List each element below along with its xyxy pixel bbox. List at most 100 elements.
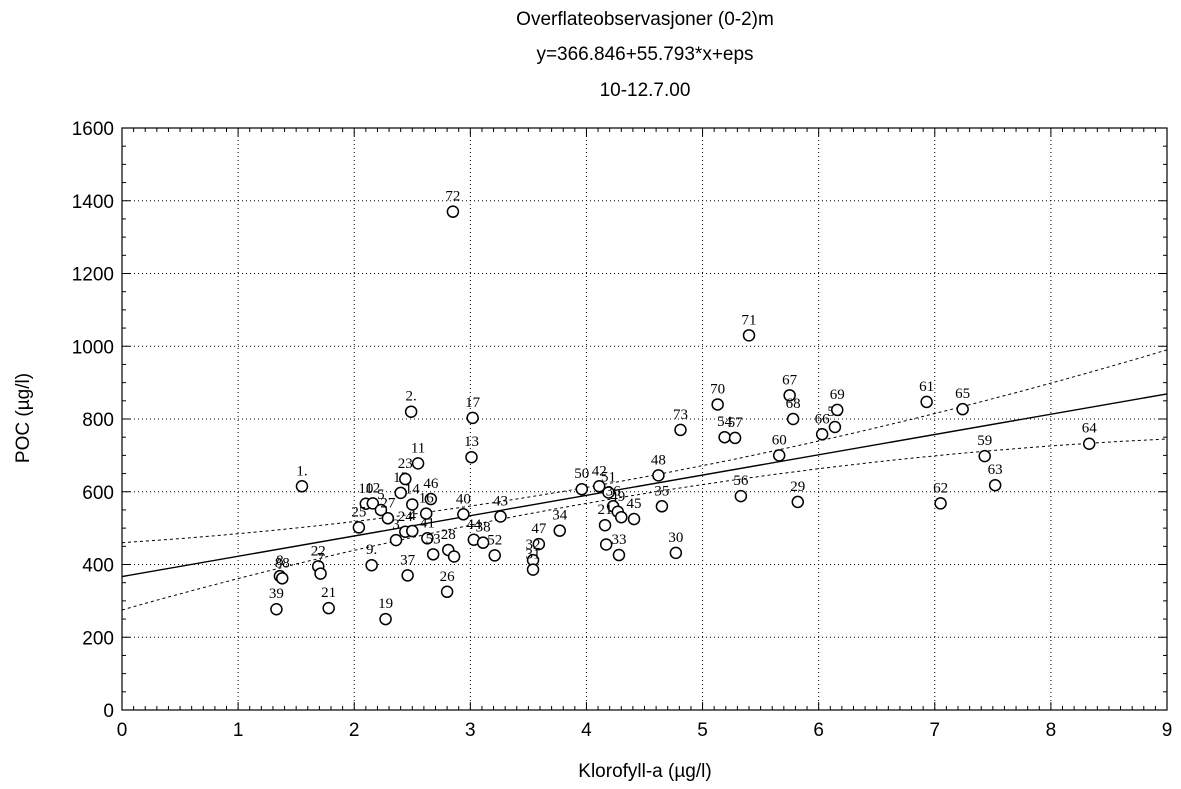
data-point (426, 548, 440, 561)
chart-title-line-3: 10-12.7.00 (600, 80, 691, 101)
data-point-label: 11 (411, 440, 425, 456)
data-point-label: 33 (611, 532, 626, 548)
x-axis-label: Klorofyll-a (µg/l) (578, 761, 711, 782)
data-point (424, 492, 438, 506)
data-point (598, 518, 612, 532)
data-point (406, 498, 419, 511)
data-point-label: 30 (668, 530, 683, 546)
data-point-label: 19 (378, 596, 393, 612)
data-point (655, 500, 669, 513)
data-point (322, 601, 335, 615)
x-tick-label: 5 (697, 720, 708, 741)
data-point-label: 46 (423, 476, 439, 492)
y-tick-label: 0 (103, 701, 114, 722)
y-axis-label: POC (µg/l) (13, 373, 34, 463)
data-point-label: 69 (830, 387, 845, 403)
data-point-label: 14 (405, 481, 421, 497)
data-point-label: 41 (420, 515, 435, 531)
data-point-label: 47 (531, 521, 547, 537)
x-tick-label: 8 (1046, 720, 1057, 741)
data-point-label: 66 (815, 411, 831, 427)
data-point-label: 40 (456, 491, 471, 507)
data-point (447, 550, 461, 563)
data-point (399, 472, 412, 486)
data-point-label: 50 (574, 466, 589, 482)
data-point (494, 510, 507, 523)
data-point (457, 508, 470, 521)
data-point-label: 29 (790, 479, 805, 495)
data-point-label: 12 (365, 480, 380, 496)
x-tick-label: 6 (813, 720, 824, 741)
data-point-label: 28 (441, 527, 456, 543)
data-point (602, 486, 615, 499)
chart-title-line-2: y=366.846+55.793*x+eps (536, 44, 753, 65)
y-tick-label: 1600 (72, 119, 114, 140)
data-point-label: 44 (466, 517, 482, 533)
data-point (934, 497, 947, 510)
data-point-label: 25 (351, 504, 366, 520)
data-point-label: 17 (465, 395, 481, 411)
data-point-label: 27 (380, 495, 396, 511)
data-point (734, 489, 748, 503)
x-tick-label: 0 (117, 720, 128, 741)
y-tick-label: 1200 (72, 265, 114, 286)
data-point (956, 402, 969, 416)
data-point-label: 1. (296, 463, 307, 479)
data-point (526, 563, 540, 576)
data-point-label: 54 (717, 414, 733, 430)
data-point (783, 389, 796, 402)
data-point-label: 42 (592, 463, 607, 479)
data-point-label: 56 (733, 473, 749, 489)
data-point-label: 72 (445, 189, 460, 205)
data-point (275, 572, 289, 585)
data-point-label: 48 (651, 452, 666, 468)
data-point (389, 533, 403, 547)
data-point-label: 51 (601, 469, 616, 485)
data-point (553, 524, 566, 537)
data-point (718, 430, 731, 444)
data-point-label: 62 (933, 480, 948, 496)
y-tick-label: 1400 (72, 192, 114, 213)
data-point (728, 431, 742, 445)
data-point-label: 23 (398, 456, 413, 472)
confidence-lower (121, 438, 1168, 611)
data-point-label: 43 (493, 493, 508, 509)
data-point (295, 480, 309, 493)
grid-lines (122, 128, 1167, 710)
data-point-label: 26 (440, 569, 456, 585)
data-point-label: 37 (400, 552, 416, 568)
data-point-label: 39 (269, 586, 284, 602)
data-point (379, 612, 392, 626)
data-point (711, 398, 724, 411)
y-tick-label: 1000 (72, 337, 114, 358)
data-point-label: 2. (405, 389, 416, 405)
data-point (352, 521, 366, 534)
data-point (365, 558, 378, 572)
data-point (830, 403, 844, 417)
data-point (615, 510, 628, 524)
data-point (465, 450, 478, 464)
data-point (786, 412, 800, 426)
x-tick-label: 7 (929, 720, 940, 741)
y-tick-label: 800 (82, 410, 114, 431)
data-point-label: 63 (988, 462, 1003, 478)
data-point (476, 536, 490, 549)
data-point (627, 512, 641, 526)
data-point (920, 395, 933, 409)
data-points: 1.2.88839227219.101225527152311144616244… (269, 189, 1097, 626)
data-point (674, 423, 687, 437)
x-tick-label: 9 (1162, 720, 1173, 741)
data-point-label: 7 (317, 551, 325, 567)
data-point (411, 457, 425, 470)
data-point-label: 21 (321, 585, 336, 601)
data-point-label: 60 (772, 432, 787, 448)
data-point (599, 538, 613, 551)
data-point-label: 32 (526, 537, 541, 553)
data-point-label: 61 (919, 379, 934, 395)
data-point-label: 35 (654, 483, 669, 499)
data-point (314, 567, 327, 580)
data-point (374, 503, 388, 517)
data-point-label: 22 (311, 543, 326, 559)
data-point-label: 59 (977, 433, 992, 449)
